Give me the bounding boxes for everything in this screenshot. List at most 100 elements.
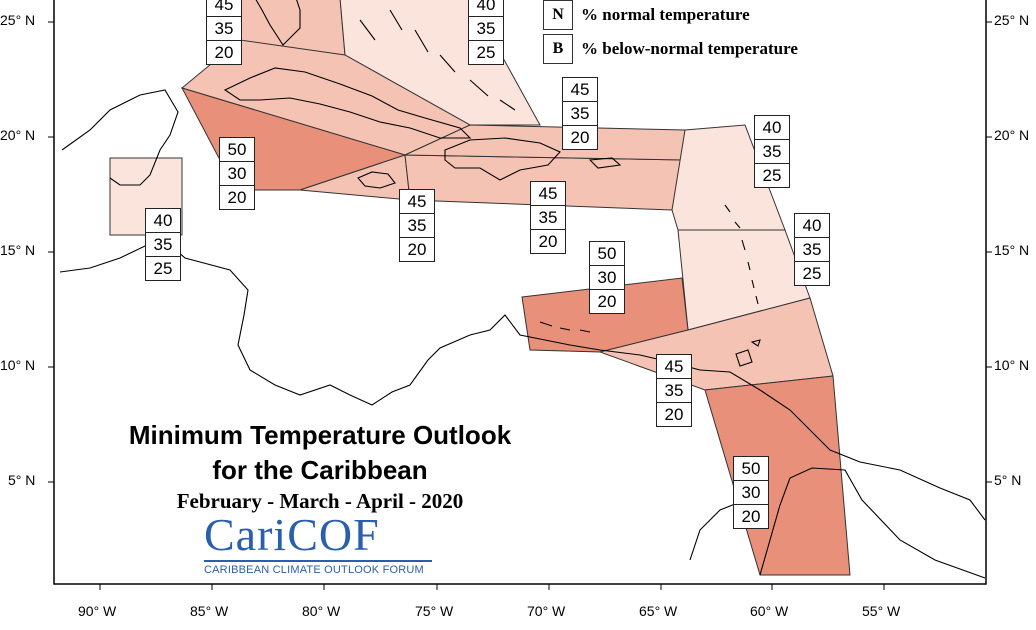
- prob-normal: 35: [206, 16, 242, 41]
- prob-below: 20: [206, 40, 242, 65]
- lat-label-5n-right: 5° N: [994, 472, 1022, 488]
- prob-below: 20: [656, 402, 692, 427]
- lat-label-5n-left: 5° N: [8, 472, 36, 488]
- puerto-rico-coast: [588, 157, 622, 169]
- prob-above: 45: [399, 189, 435, 214]
- lat-label-20n-left: 20° N: [0, 127, 36, 143]
- yucatan-coast: [61, 89, 179, 186]
- prob-normal: 35: [754, 139, 790, 164]
- zone-guianas: [704, 375, 851, 576]
- legend-key-below: B: [543, 34, 573, 64]
- prob-normal: 35: [530, 205, 566, 230]
- prob-below: 20: [219, 185, 255, 210]
- prob-below: 20: [589, 289, 625, 314]
- florida-coast: [255, 0, 301, 46]
- prob-box-western-caribbean: 50 30 20: [219, 137, 255, 210]
- map-title-line2: for the Caribbean: [212, 455, 428, 485]
- prob-normal: 35: [145, 232, 181, 257]
- prob-below: 25: [145, 256, 181, 281]
- lat-label-25n-left: 25° N: [0, 12, 36, 28]
- prob-box-turks-caicos: 45 35 20: [562, 77, 598, 150]
- prob-box-bahamas-se: 40 35 25: [468, 0, 504, 65]
- lon-label-70w: 70° W: [527, 603, 566, 619]
- lon-label-65w: 65° W: [639, 603, 678, 619]
- prob-below: 25: [794, 261, 830, 286]
- prob-normal: 35: [468, 16, 504, 41]
- prob-box-windwards: 40 35 25: [794, 213, 830, 286]
- prob-normal: 30: [219, 161, 255, 186]
- lon-label-55w: 55° W: [862, 603, 901, 619]
- legend-key-normal: N: [543, 0, 573, 30]
- lat-label-10n-right: 10° N: [994, 357, 1030, 373]
- legend-label-below: % below-normal temperature: [581, 39, 798, 58]
- lesser-antilles-islands: [724, 204, 759, 305]
- prob-normal: 30: [589, 265, 625, 290]
- prob-below: 20: [733, 504, 769, 529]
- prob-above: 50: [733, 456, 769, 481]
- legend-below: B % below-normal temperature: [543, 34, 798, 64]
- prob-above: 40: [754, 115, 790, 140]
- prob-box-guianas: 50 30 20: [733, 456, 769, 529]
- prob-above: 45: [562, 77, 598, 102]
- prob-above: 50: [589, 241, 625, 266]
- zone-bahamas-se: [339, 0, 541, 126]
- lat-label-15n-left: 15° N: [0, 242, 36, 258]
- prob-above: 45: [530, 181, 566, 206]
- prob-above: 50: [219, 137, 255, 162]
- legend-normal: N % normal temperature: [543, 0, 750, 30]
- prob-above: 40: [145, 208, 181, 233]
- prob-normal: 30: [733, 480, 769, 505]
- lon-label-75w: 75° W: [415, 603, 454, 619]
- coastlines: [59, 0, 986, 579]
- lon-label-80w: 80° W: [302, 603, 341, 619]
- prob-below: 25: [754, 163, 790, 188]
- cuba-coast: [223, 67, 472, 139]
- trinidad-coast: [735, 349, 753, 367]
- prob-box-trinidad: 45 35 20: [656, 354, 692, 427]
- prob-above: 40: [794, 213, 830, 238]
- lon-label-90w: 90° W: [78, 603, 117, 619]
- venezuela-coast: [689, 499, 746, 561]
- prob-box-leewards: 40 35 25: [754, 115, 790, 188]
- prob-box-hispaniola: 45 35 20: [530, 181, 566, 254]
- lat-label-15n-right: 15° N: [994, 242, 1030, 258]
- logo-divider: [204, 560, 432, 562]
- abc-islands: [539, 321, 591, 333]
- tobago-coast: [750, 339, 761, 347]
- prob-normal: 35: [656, 378, 692, 403]
- jamaica-coast: [357, 171, 396, 189]
- prob-normal: 35: [399, 213, 435, 238]
- prob-above: 45: [206, 0, 242, 17]
- map-title-line1: Minimum Temperature Outlook: [128, 420, 512, 450]
- prob-box-jamaica: 45 35 20: [399, 189, 435, 262]
- prob-below: 20: [562, 125, 598, 150]
- lon-label-60w: 60° W: [750, 603, 789, 619]
- south-america-coast: [699, 369, 986, 521]
- prob-below: 20: [530, 229, 566, 254]
- lat-label-20n-right: 20° N: [994, 127, 1030, 143]
- hispaniola-coast: [444, 137, 561, 181]
- lon-label-85w: 85° W: [190, 603, 229, 619]
- lon-tick-marks: [99, 584, 885, 590]
- prob-above: 40: [468, 0, 504, 17]
- forecast-period: February - March - April - 2020: [176, 489, 464, 513]
- prob-box-belize: 40 35 25: [145, 208, 181, 281]
- caricof-logo: CariCOF: [204, 509, 380, 560]
- central-america-coast: [59, 244, 701, 406]
- prob-above: 45: [656, 354, 692, 379]
- legend-label-normal: % normal temperature: [581, 5, 750, 24]
- bahamas-islands: [359, 9, 516, 111]
- lat-label-10n-left: 10° N: [0, 357, 36, 373]
- lat-label-25n-right: 25° N: [994, 12, 1030, 28]
- prob-box-abc: 50 30 20: [589, 241, 625, 314]
- south-america-interior: [759, 467, 986, 579]
- prob-normal: 35: [794, 237, 830, 262]
- caricof-logo-subtitle: CARIBBEAN CLIMATE OUTLOOK FORUM: [204, 564, 424, 576]
- prob-box-bahamas-nw: 45 35 20: [206, 0, 242, 65]
- map-frame: [53, 0, 987, 585]
- prob-normal: 35: [562, 101, 598, 126]
- lat-tick-marks: [48, 21, 992, 483]
- prob-below: 20: [399, 237, 435, 262]
- prob-below: 25: [468, 40, 504, 65]
